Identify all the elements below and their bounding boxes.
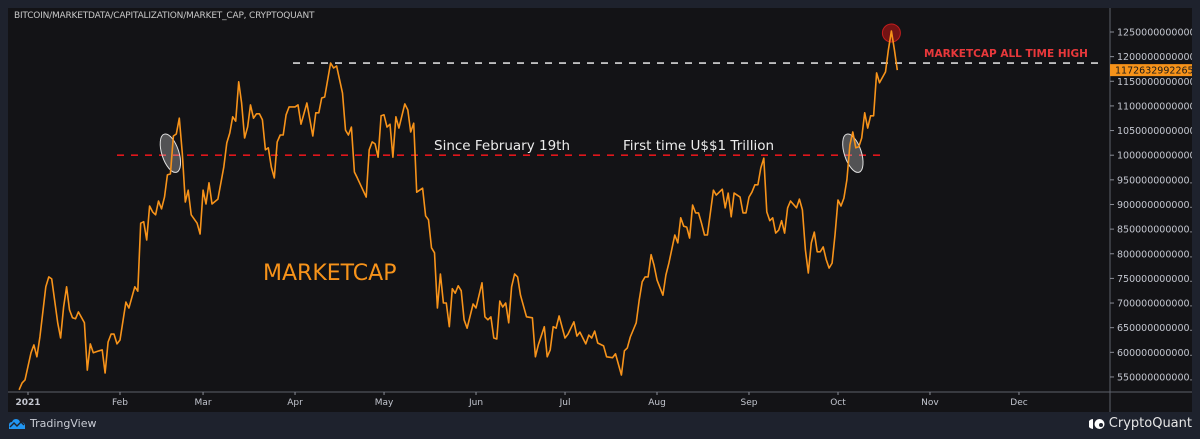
y-tick-label: 550000000000.00 [1117, 372, 1192, 383]
chart-title: BITCOIN/MARKETDATA/CAPITALIZATION/MARKET… [14, 11, 315, 21]
y-tick-label: 1050000000000.00 [1117, 126, 1192, 137]
x-tick-label: Nov [921, 398, 939, 408]
annotation-ath: MARKETCAP ALL TIME HIGH [924, 48, 1088, 60]
last-value-label: 1172632992265.24 [1115, 66, 1192, 77]
y-tick-label: 850000000000.00 [1117, 225, 1192, 236]
x-tick-label: Aug [648, 398, 666, 408]
cryptoquant-logo-icon [1088, 418, 1105, 429]
x-tick-label: Mar [195, 398, 212, 408]
y-tick-label: 1000000000000.00 [1117, 151, 1192, 162]
highlight-ellipse [159, 133, 182, 173]
annotation-since-feb-19: Since February 19th [434, 138, 570, 154]
series-line-marketcap [18, 30, 899, 391]
x-tick-label: Jun [468, 398, 483, 408]
x-tick-label: Jul [559, 398, 571, 408]
cryptoquant-label: CryptoQuant [1108, 416, 1192, 431]
market-cap-chart[interactable]: 1250000000000.00 1200000000000.00 11500000… [8, 8, 1192, 412]
x-tick-label: Apr [287, 398, 303, 408]
tradingview-label: TradingView [30, 417, 97, 430]
x-tick-label: 2021 [15, 398, 40, 408]
y-tick-label: 1100000000000.00 [1117, 101, 1192, 112]
series-label-marketcap: MARKETCAP [263, 261, 396, 286]
x-tick-label: Sep [740, 398, 757, 408]
x-tick-label: Dec [1010, 398, 1027, 408]
highlight-ellipse [842, 133, 864, 173]
annotation-first-time-1t: First time U$$1 Trillion [623, 138, 774, 154]
y-tick-label: 750000000000.00 [1117, 274, 1192, 285]
y-tick-label: 1150000000000.00 [1117, 77, 1192, 88]
y-tick-label: 650000000000.00 [1117, 323, 1192, 334]
y-tick-label: 700000000000.00 [1117, 299, 1192, 310]
x-tick-label: Oct [830, 398, 846, 408]
y-tick-label: 1200000000000.00 [1117, 52, 1192, 63]
y-tick-label: 900000000000.00 [1117, 200, 1192, 211]
tradingview-cloud-icon [9, 418, 25, 429]
x-tick-label: Feb [112, 398, 128, 408]
x-tick-label: May [375, 398, 394, 408]
chart-pane[interactable]: 1250000000000.00 1200000000000.00 11500000… [8, 8, 1192, 412]
y-tick-label: 1250000000000.00 [1117, 28, 1192, 39]
y-tick-label: 600000000000.00 [1117, 348, 1192, 359]
cryptoquant-brand[interactable]: CryptoQuant [1088, 416, 1192, 431]
y-tick-label: 800000000000.00 [1117, 249, 1192, 260]
tradingview-brand[interactable]: TradingView [8, 417, 96, 430]
last-value-badge [1110, 64, 1192, 77]
y-tick-label: 950000000000.00 [1117, 175, 1192, 186]
